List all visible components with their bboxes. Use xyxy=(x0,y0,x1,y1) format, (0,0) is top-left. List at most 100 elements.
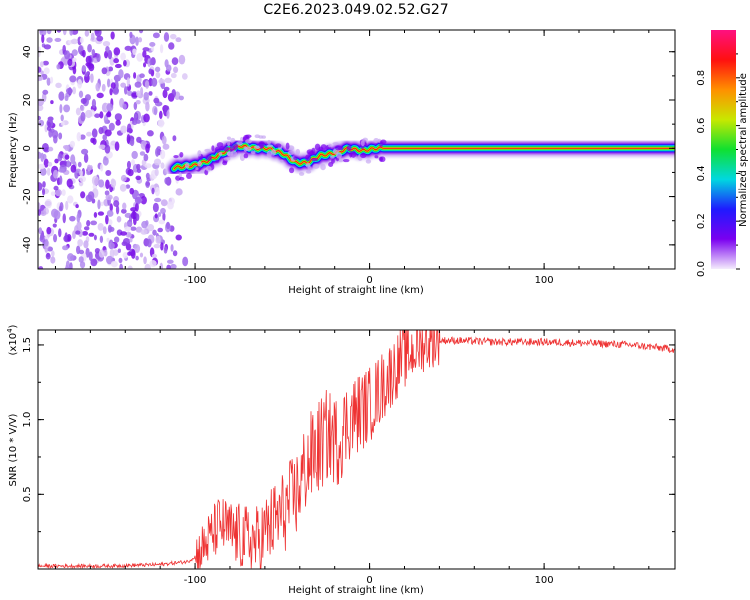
heatmap-noise-cell xyxy=(152,32,160,39)
heatmap-noise-cell xyxy=(152,229,157,236)
heatmap-noise-cell xyxy=(154,186,160,197)
heatmap-noise-cell xyxy=(54,37,62,42)
heatmap-signal-cell xyxy=(184,162,190,169)
heatmap-noise-cell xyxy=(133,101,138,110)
heatmap-signal-cell xyxy=(223,146,230,152)
heatmap-noise-cell xyxy=(114,63,122,69)
heatmap-noise-cell xyxy=(107,224,112,233)
heatmap-noise-cell xyxy=(77,161,82,168)
heatmap-noise-cell xyxy=(94,30,102,37)
heatmap-noise-cell xyxy=(64,154,70,160)
heatmap-signal-cell xyxy=(258,141,266,148)
heatmap-noise-cell xyxy=(154,197,162,203)
heatmap-noise-cell xyxy=(110,260,118,268)
heatmap-noise-cell xyxy=(39,61,44,68)
heatmap-signal-cell xyxy=(236,141,243,146)
heatmap-noise-cell xyxy=(153,243,161,249)
heatmap-noise-cell xyxy=(126,133,131,144)
heatmap-noise-cell xyxy=(166,109,170,119)
heatmap-noise-cell xyxy=(170,72,177,79)
heatmap-noise-cell xyxy=(155,71,161,79)
heatmap-noise-cell xyxy=(140,229,148,235)
heatmap-noise-cell xyxy=(76,245,81,255)
heatmap-noise-cell xyxy=(162,211,166,222)
heatmap-signal-cell xyxy=(275,143,282,148)
heatmap-signal-cell xyxy=(374,155,379,159)
heatmap-noise-cell xyxy=(99,163,104,172)
heatmap-noise-cell xyxy=(161,135,167,145)
heatmap-noise-cell xyxy=(120,82,127,88)
heatmap-noise-cell xyxy=(42,181,46,188)
heatmap-noise-cell xyxy=(52,169,59,179)
heatmap-noise-cell xyxy=(62,30,67,36)
heatmap-noise-cell xyxy=(42,60,49,66)
heatmap-noise-cell xyxy=(39,167,47,176)
heatmap-signal-cell xyxy=(230,150,238,158)
heatmap-noise-cell xyxy=(149,41,156,47)
heatmap-noise-cell xyxy=(127,265,133,269)
heatmap-noise-cell xyxy=(155,147,160,157)
heatmap-noise-cell xyxy=(135,202,139,212)
heatmap-noise-cell xyxy=(51,250,55,257)
heatmap-noise-cell xyxy=(38,115,42,121)
heatmap-noise-cell xyxy=(109,88,113,96)
heatmap-signal-cell xyxy=(305,162,311,168)
heatmap-noise-cell xyxy=(115,119,121,126)
heatmap-noise-cell xyxy=(88,232,95,237)
heatmap-noise-cell xyxy=(58,168,66,173)
heatmap-noise-cell xyxy=(127,168,134,177)
heatmap-signal-cell xyxy=(227,140,231,147)
heatmap-noise-cell xyxy=(110,140,117,146)
heatmap-signal-cell xyxy=(305,154,312,162)
heatmap-noise-cell xyxy=(112,249,119,256)
heatmap-noise-cell xyxy=(52,223,57,228)
heatmap-noise-cell xyxy=(76,131,82,142)
heatmap-noise-cell xyxy=(70,38,78,45)
heatmap-noise-cell xyxy=(72,57,77,63)
heatmap-noise-cell xyxy=(139,151,146,156)
heatmap-noise-cell xyxy=(95,82,101,92)
y-tick-label: 0.5 xyxy=(22,486,33,502)
heatmap-noise-cell xyxy=(87,191,95,201)
heatmap-noise-cell xyxy=(136,136,142,143)
heatmap-noise-cell xyxy=(160,242,164,251)
heatmap-noise-cell xyxy=(38,182,43,192)
snr-panel: -100 0 100 0.5 1.0 1.5 Height of straight lin… xyxy=(6,324,676,596)
heatmap-noise-cell xyxy=(42,153,47,160)
heatmap-noise-cell xyxy=(97,211,105,216)
heatmap-signal-cell xyxy=(250,150,256,155)
heatmap-noise-cell xyxy=(175,234,182,241)
heatmap-noise-cell xyxy=(92,137,97,145)
heatmap-signal-cell xyxy=(314,143,321,151)
heatmap-noise-cell xyxy=(67,253,74,262)
heatmap-noise-cell xyxy=(69,75,77,83)
heatmap-noise-cell xyxy=(78,256,84,263)
heatmap-signal-cell xyxy=(226,136,232,140)
heatmap-noise-cell xyxy=(119,184,127,192)
colorbar-ticks: 0.0 0.2 0.4 0.6 0.8 xyxy=(696,53,740,277)
heatmap-noise-cell xyxy=(143,153,149,162)
heatmap-noise-cell xyxy=(105,214,109,225)
heatmap-noise-cell xyxy=(131,150,138,160)
heatmap-noise-cell xyxy=(85,109,93,119)
heatmap-signal-cell xyxy=(270,149,277,156)
heatmap-noise-cell xyxy=(164,177,169,185)
y-tick-label: -40 xyxy=(22,237,33,253)
heatmap-noise-cell xyxy=(41,34,45,44)
heatmap-noise-cell xyxy=(90,73,94,83)
heatmap-noise-cell xyxy=(127,221,133,226)
heatmap-signal-cell xyxy=(258,135,264,139)
heatmap-noise-cell xyxy=(163,106,168,114)
heatmap-noise-cell xyxy=(56,30,62,33)
heatmap-noise-cell xyxy=(144,263,151,269)
heatmap-noise-cell xyxy=(69,215,76,222)
heatmap-noise-cell xyxy=(160,207,166,215)
heatmap-noise-cell xyxy=(58,132,63,140)
heatmap-noise-cell xyxy=(88,63,95,72)
heatmap-noise-cell xyxy=(104,50,109,59)
heatmap-noise-cell xyxy=(93,234,97,241)
heatmap-noise-cell xyxy=(38,163,45,170)
heatmap-noise-cell xyxy=(75,107,81,116)
heatmap-noise-cell xyxy=(113,58,120,64)
heatmap-noise-cell xyxy=(106,237,110,243)
